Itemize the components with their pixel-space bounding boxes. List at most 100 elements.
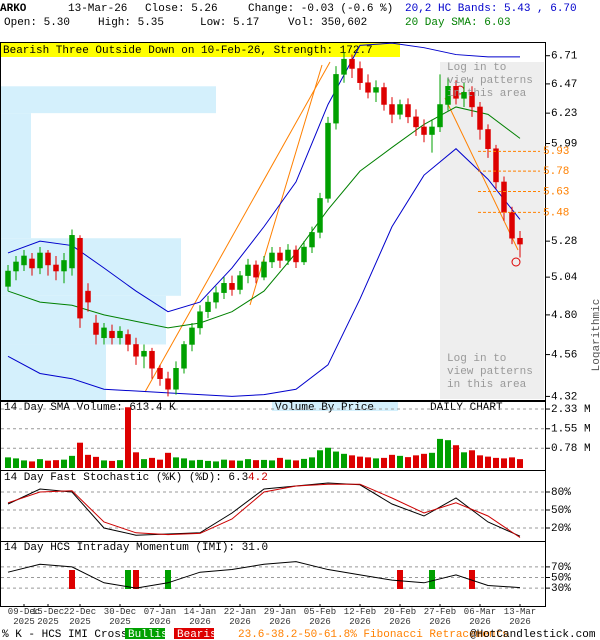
volume-bar (269, 460, 275, 468)
volume-bar (333, 451, 339, 468)
volume-bar (45, 460, 51, 468)
candle-body (509, 212, 515, 239)
candle-body (245, 264, 251, 276)
volume-bar (309, 457, 315, 468)
y-tick-label: 5.28 (551, 236, 577, 248)
candle-body (389, 104, 395, 115)
login-note: Log in to view patterns in this area (447, 62, 533, 100)
volume-bar (165, 452, 171, 468)
bearish-crossover (133, 570, 139, 589)
candle-body (437, 104, 443, 128)
volume-bar (477, 455, 483, 468)
candle-body (469, 92, 475, 108)
x-tick-label: 27-Feb 2026 (423, 607, 457, 627)
line (7, 148, 521, 397)
volume-bar (373, 458, 379, 468)
bands: 20,2 HC Bands: 5.43 , 6.70 (405, 3, 577, 15)
candle-body (181, 344, 187, 369)
volume-bar (117, 460, 123, 468)
candle-body (165, 378, 171, 390)
volume-bar (509, 457, 515, 468)
x-tick-label: 29-Jan 2026 (263, 607, 297, 627)
candle-body (109, 330, 115, 339)
y-tick-label: 50% (551, 572, 571, 584)
candle-body (317, 198, 323, 233)
change: Change: -0.03 (-0.6 %) (248, 3, 393, 15)
y-tick-label: 4.32 (551, 391, 577, 403)
volume-bar (53, 460, 59, 468)
vbp-bar (1, 295, 166, 345)
candle-body (45, 252, 51, 266)
candle-body (381, 87, 387, 105)
volume-bar (501, 458, 507, 468)
x-tick-label: 22-Jan 2026 (223, 607, 257, 627)
candle-body (101, 327, 107, 339)
bullish-crossover (429, 570, 435, 589)
volume-bar (5, 457, 11, 468)
x-tick-label: 09-Dec 2025 (7, 607, 41, 627)
candle-body (237, 275, 243, 290)
login-note: Log in to view patterns in this area (447, 353, 533, 391)
fib-label: 5.48 (543, 207, 569, 219)
candle-body (117, 330, 123, 339)
line (7, 561, 521, 589)
candle-body (517, 237, 523, 245)
candle-body (37, 252, 43, 269)
bearish-box (174, 628, 214, 639)
candle-body (173, 368, 179, 390)
log-note: Logarithmic (591, 299, 600, 372)
y-tick-label: 4.56 (551, 349, 577, 361)
line (7, 106, 521, 329)
candle-body (125, 334, 131, 345)
date: 13-Mar-26 (68, 3, 127, 15)
volume-bar (133, 452, 139, 468)
y-tick-label: 1.55 M (551, 424, 591, 436)
volume-bar (485, 456, 491, 468)
volume-bar (245, 459, 251, 468)
y-tick-label: 4.80 (551, 310, 577, 322)
annotation: Bearish Three Outside Down on 10-Feb-26,… (3, 45, 373, 57)
volume-bar (317, 450, 323, 468)
volume: Vol: 350,602 (288, 17, 367, 29)
fib-label: 5.93 (543, 146, 569, 158)
bullish-box (125, 628, 165, 639)
fib-label: 23.6-38.2-50-61.8% Fibonacci Retracement… (238, 629, 509, 640)
candle-body (189, 327, 195, 345)
annotation-box (0, 43, 400, 57)
high: High: 5.35 (98, 17, 164, 29)
volume-bar (461, 452, 467, 468)
x-tick-label: 22-Dec 2025 (63, 607, 97, 627)
candle-body (149, 350, 155, 369)
candle-body (133, 344, 139, 357)
volume-bar (93, 456, 99, 468)
volume-bar (37, 459, 43, 468)
x-tick-label: 06-Mar 2026 (463, 607, 497, 627)
volume-bar (197, 459, 203, 468)
volume-bar (381, 457, 387, 468)
imi-frame (0, 541, 546, 607)
candle-body (213, 292, 219, 303)
volume-bar (301, 458, 307, 468)
x-tick-label: 30-Dec 2025 (103, 607, 137, 627)
y-tick-label: 80% (551, 487, 571, 499)
candle-body (445, 86, 451, 105)
volume-bar (101, 460, 107, 468)
volume-by-price (1, 86, 216, 400)
candle-body (29, 258, 35, 269)
candle-body (69, 235, 75, 269)
volume-bar (517, 459, 523, 468)
candle-body (277, 252, 283, 261)
candle-body (429, 126, 435, 135)
price-frame (0, 42, 546, 401)
candle-body (5, 270, 11, 287)
y-tick-label: 5.99 (551, 138, 577, 150)
trend-line (444, 97, 519, 251)
crossover-label: % K - HCS IMI Crossover: (2, 629, 160, 640)
vbp-bar (1, 344, 106, 400)
volume-bar (453, 445, 459, 468)
volume-bar (13, 458, 19, 468)
x-tick-label: 05-Feb 2026 (303, 607, 337, 627)
candle-body (141, 350, 147, 357)
x-tick-label: 15-Dec 2025 (31, 607, 65, 627)
